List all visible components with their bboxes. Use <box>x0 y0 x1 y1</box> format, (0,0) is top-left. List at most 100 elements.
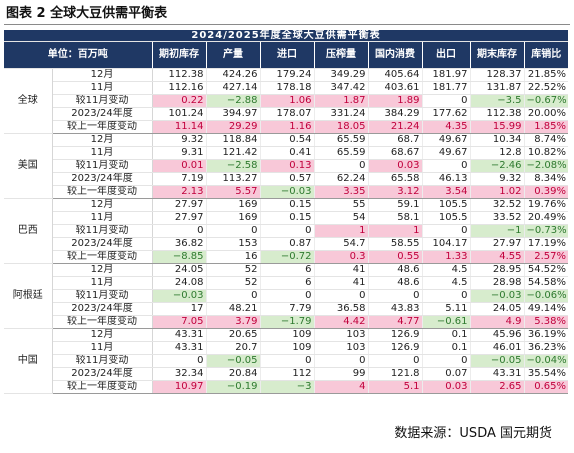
row-label: 较11月变动 <box>52 224 153 238</box>
column-header: 压榨量 <box>314 41 369 69</box>
value-cell: 10.34 <box>470 133 525 147</box>
table-row: 较11月变动 −0.03 0 0 0 0 0 −0.03 −0.06% <box>4 289 569 303</box>
value-cell: 128.37 <box>470 68 525 82</box>
row-label: 较上一年度变动 <box>52 185 153 199</box>
value-cell: 0.57 <box>260 172 315 186</box>
table-row: 较上一年度变动 −8.85 16 −0.72 0.3 0.55 1.33 4.55 2.57% <box>4 250 569 264</box>
value-cell: 4.55 <box>470 250 525 264</box>
value-cell: 384.29 <box>368 107 423 121</box>
value-cell: 27.97 <box>152 211 207 225</box>
value-cell: 0.03 <box>368 159 423 173</box>
value-cell: 52 <box>206 263 261 277</box>
table-row: 11月 43.31 20.7 109 103 126.9 0.1 46.01 36.23% <box>4 341 569 355</box>
table-row: 11月 9.31 121.42 0.41 65.59 68.67 49.67 12.8 10.8… <box>4 146 569 160</box>
value-cell: 104.17 <box>422 237 471 251</box>
value-cell: 178.07 <box>260 107 315 121</box>
value-cell: 4 <box>314 380 369 394</box>
value-cell: 41 <box>314 263 369 277</box>
value-cell: −0.03 <box>260 185 315 199</box>
value-cell: 55 <box>314 198 369 212</box>
value-cell: 24.08 <box>152 276 207 290</box>
value-cell: 17 <box>152 302 207 316</box>
row-label: 12月 <box>52 198 153 212</box>
value-cell: 0.07 <box>422 367 471 381</box>
value-cell: 15.99 <box>470 120 525 134</box>
value-cell: 109 <box>260 341 315 355</box>
row-label: 11月 <box>52 146 153 160</box>
table-row: 美国 12月 9.32 118.84 0.54 65.59 68.7 49.67 10.34 8.… <box>4 133 569 199</box>
value-cell: 3.12 <box>368 185 423 199</box>
column-header: 库销比 <box>524 41 569 69</box>
value-cell: −0.05 <box>206 354 261 368</box>
value-cell: 1.87 <box>314 94 369 108</box>
value-cell: 179.24 <box>260 68 315 82</box>
value-cell: 0.3 <box>314 250 369 264</box>
value-cell: 1 <box>314 224 369 238</box>
table-row: 2023/24年度 17 48.21 7.79 36.58 43.83 5.11 24.05 4… <box>4 302 569 316</box>
row-label: 较11月变动 <box>52 354 153 368</box>
table-row: 巴西 12月 27.97 169 0.15 55 59.1 105.5 32.52 19.76% <box>4 198 569 264</box>
table-row: 较11月变动 0 0 0 1 1 0 −1 −0.73% <box>4 224 569 238</box>
value-cell: −1 <box>470 224 525 238</box>
value-cell: −2.88 <box>206 94 261 108</box>
table-row: 11月 112.16 427.14 178.18 347.42 403.61 181.77 1… <box>4 81 569 95</box>
value-cell: 27.97 <box>470 237 525 251</box>
table-row: 2023/24年度 101.24 394.97 178.07 331.24 384.29 1… <box>4 107 569 121</box>
value-cell: 9.31 <box>152 146 207 160</box>
value-cell: 424.26 <box>206 68 261 82</box>
table-row: 全球 12月 112.38 424.26 179.24 349.29 405.64 181.9… <box>4 68 569 134</box>
value-cell: 24.05 <box>470 302 525 316</box>
value-cell: 36.19% <box>524 328 569 342</box>
value-cell: 16 <box>206 250 261 264</box>
table-row: 较上一年度变动 11.14 29.29 1.16 18.05 21.24 4.35 15.99… <box>4 120 569 134</box>
value-cell: 0.13 <box>260 159 315 173</box>
value-cell: 1.89 <box>368 94 423 108</box>
value-cell: 0 <box>422 159 471 173</box>
row-label: 11月 <box>52 211 153 225</box>
row-label: 2023/24年度 <box>52 172 153 186</box>
value-cell: 0 <box>422 224 471 238</box>
value-cell: 10.97 <box>152 380 207 394</box>
value-cell: 153 <box>206 237 261 251</box>
value-cell: 36.82 <box>152 237 207 251</box>
value-cell: 1.16 <box>260 120 315 134</box>
table-row: 较上一年度变动 7.05 3.79 −1.79 4.42 4.77 −0.61 4.9 5.38… <box>4 315 569 329</box>
row-label: 较上一年度变动 <box>52 250 153 264</box>
value-cell: 33.52 <box>470 211 525 225</box>
value-cell: 48.6 <box>368 263 423 277</box>
value-cell: 403.61 <box>368 81 423 95</box>
value-cell: −0.03 <box>470 289 525 303</box>
value-cell: 45.96 <box>470 328 525 342</box>
value-cell: 43.31 <box>152 341 207 355</box>
value-cell: 121.8 <box>368 367 423 381</box>
row-label: 2023/24年度 <box>52 302 153 316</box>
value-cell: 1 <box>368 224 423 238</box>
table-row: 较上一年度变动 10.97 −0.19 −3 4 5.1 0.03 2.65 0.65% <box>4 380 569 394</box>
value-cell: 68.67 <box>368 146 423 160</box>
value-cell: 121.42 <box>206 146 261 160</box>
value-cell: 0.55 <box>368 250 423 264</box>
value-cell: 54.58% <box>524 276 569 290</box>
value-cell: 36.23% <box>524 341 569 355</box>
value-cell: 0 <box>260 224 315 238</box>
value-cell: 65.59 <box>314 146 369 160</box>
value-cell: 0 <box>422 289 471 303</box>
value-cell: 1.85% <box>524 120 569 134</box>
value-cell: 8.34% <box>524 172 569 186</box>
table-banner: 2024/2025年度全球大豆供需平衡表 <box>4 30 569 42</box>
value-cell: 0 <box>260 354 315 368</box>
value-cell: −1.79 <box>260 315 315 329</box>
value-cell: 24.05 <box>152 263 207 277</box>
value-cell: 109 <box>260 328 315 342</box>
region-label: 阿根廷 <box>4 263 53 329</box>
value-cell: 3.54 <box>422 185 471 199</box>
value-cell: 5.57 <box>206 185 261 199</box>
value-cell: 20.00% <box>524 107 569 121</box>
region-label: 巴西 <box>4 198 53 264</box>
value-cell: 49.67 <box>422 133 471 147</box>
value-cell: 7.79 <box>260 302 315 316</box>
value-cell: 17.19% <box>524 237 569 251</box>
value-cell: −0.06% <box>524 289 569 303</box>
value-cell: 181.77 <box>422 81 471 95</box>
value-cell: 20.84 <box>206 367 261 381</box>
